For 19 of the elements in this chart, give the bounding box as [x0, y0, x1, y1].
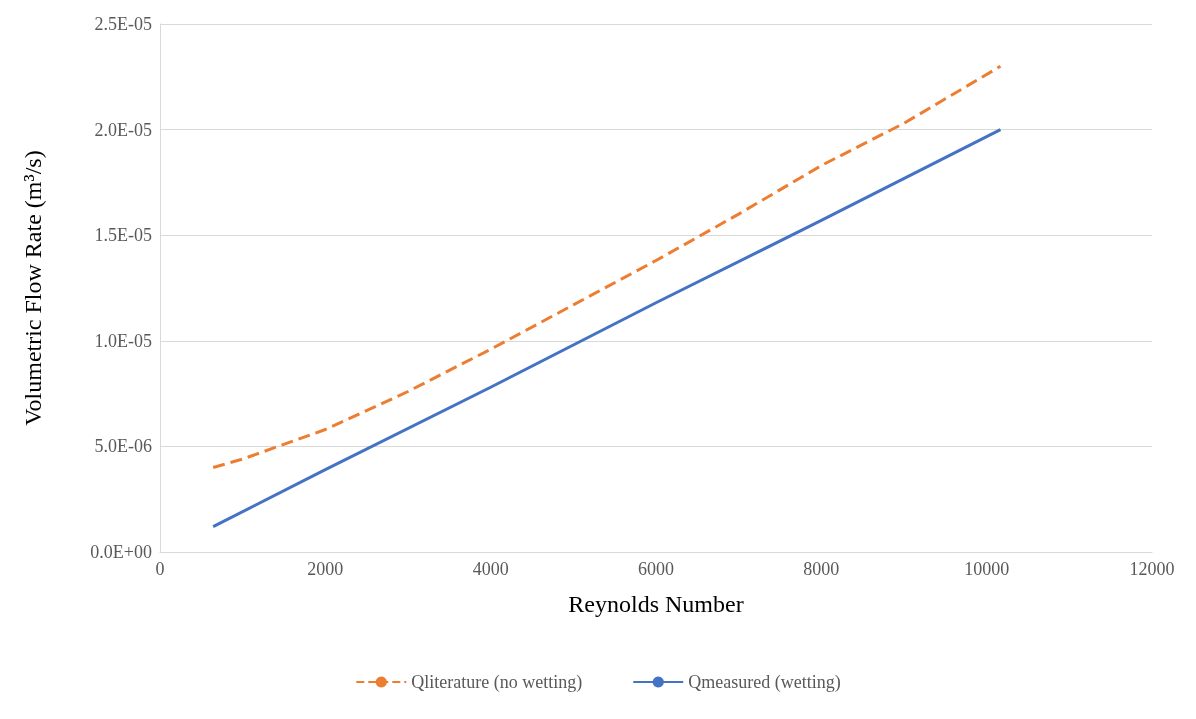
legend-label: Qmeasured (wetting) — [688, 672, 841, 693]
line-series — [211, 128, 1002, 529]
line-series — [211, 64, 1002, 470]
y-tick-label: 1.0E-05 — [94, 330, 152, 351]
x-tick-label: 0 — [155, 559, 165, 579]
x-axis-title: Reynolds Number — [568, 591, 744, 617]
legend-label: Qliterature (no wetting) — [411, 672, 583, 693]
y-tick-label: 5.0E-06 — [94, 436, 152, 457]
y-tick-label: 2.0E-05 — [94, 119, 152, 140]
x-tick-label: 4000 — [472, 559, 509, 579]
x-tick-label: 6000 — [638, 559, 674, 579]
y-tick-label: 0.0E+00 — [90, 542, 152, 562]
y-axis-title: Volumetric Flow Rate (m³/s) — [20, 150, 46, 426]
y-tick-label: 2.5E-05 — [94, 14, 152, 34]
x-tick-label: 12000 — [1129, 559, 1175, 579]
x-tick-label: 2000 — [307, 559, 344, 579]
y-tick-label: 1.5E-05 — [94, 225, 152, 246]
x-tick-label: 8000 — [803, 559, 840, 579]
x-tick-label: 10000 — [964, 559, 1010, 579]
